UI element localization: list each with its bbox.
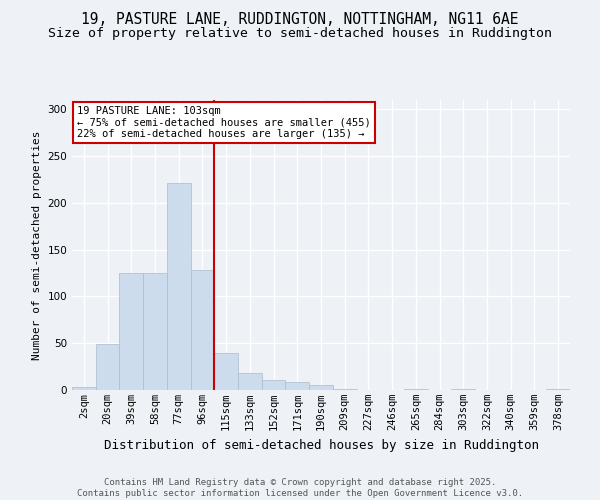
- Bar: [333, 389, 356, 390]
- Bar: [119, 273, 143, 390]
- Text: 19, PASTURE LANE, RUDDINGTON, NOTTINGHAM, NG11 6AE: 19, PASTURE LANE, RUDDINGTON, NOTTINGHAM…: [81, 12, 519, 28]
- Text: Contains HM Land Registry data © Crown copyright and database right 2025.
Contai: Contains HM Land Registry data © Crown c…: [77, 478, 523, 498]
- Bar: [404, 389, 428, 390]
- Y-axis label: Number of semi-detached properties: Number of semi-detached properties: [32, 130, 42, 360]
- Bar: [72, 387, 96, 390]
- Bar: [238, 373, 262, 390]
- Bar: [309, 386, 333, 390]
- Text: 19 PASTURE LANE: 103sqm
← 75% of semi-detached houses are smaller (455)
22% of s: 19 PASTURE LANE: 103sqm ← 75% of semi-de…: [77, 106, 371, 139]
- Bar: [191, 270, 214, 390]
- Bar: [286, 382, 309, 390]
- Bar: [143, 273, 167, 390]
- Bar: [451, 389, 475, 390]
- Bar: [546, 389, 570, 390]
- Bar: [167, 184, 191, 390]
- Bar: [214, 352, 238, 390]
- Bar: [96, 344, 119, 390]
- Text: Size of property relative to semi-detached houses in Ruddington: Size of property relative to semi-detach…: [48, 28, 552, 40]
- Bar: [262, 380, 286, 390]
- X-axis label: Distribution of semi-detached houses by size in Ruddington: Distribution of semi-detached houses by …: [104, 438, 539, 452]
